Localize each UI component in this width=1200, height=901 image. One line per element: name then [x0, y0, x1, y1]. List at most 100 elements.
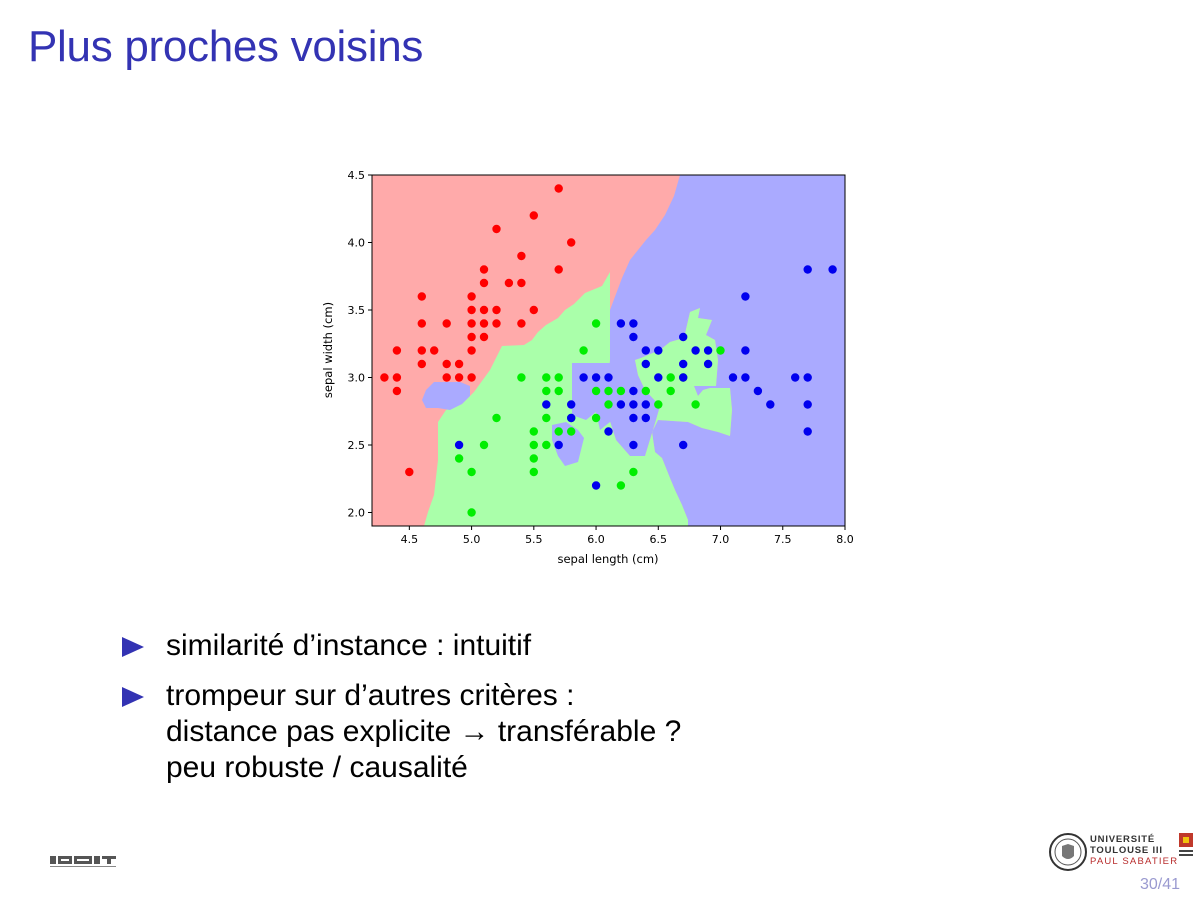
- scatter-point: [479, 440, 489, 450]
- scatter-point: [392, 373, 402, 382]
- scatter-point: [803, 400, 812, 409]
- scatter-point: [591, 413, 601, 423]
- scatter-point: [691, 400, 700, 409]
- bullet-text-continued: distance pas explicite → transférable ?: [166, 715, 682, 748]
- scatter-point: [641, 346, 650, 355]
- scatter-point: [616, 400, 626, 409]
- scatter-point: [654, 400, 663, 409]
- scatter-point: [579, 346, 588, 355]
- x-tick-label: 6.0: [587, 533, 605, 546]
- x-tick-label: 5.5: [525, 533, 543, 546]
- x-tick-label: 8.0: [836, 533, 854, 546]
- scatter-point: [753, 386, 763, 396]
- scatter-point: [517, 373, 526, 382]
- scatter-point: [542, 440, 551, 450]
- scatter-point: [454, 440, 464, 450]
- scatter-point: [517, 278, 526, 288]
- scatter-point: [492, 413, 501, 423]
- x-tick-label: 7.5: [774, 533, 792, 546]
- scatter-point: [641, 413, 650, 423]
- scatter-point: [529, 211, 538, 220]
- scatter-point: [679, 359, 688, 369]
- scatter-point: [430, 346, 439, 355]
- scatter-point: [542, 386, 551, 396]
- scatter-point: [392, 346, 402, 355]
- scatter-point: [492, 305, 501, 315]
- scatter-point: [467, 508, 476, 517]
- decision-boundary-scatter-plot: 4.5 5.0 5.5 6.0 6.5 7.0 7.5 8.0 2.0 2.5 3.0 3.5 4.0…: [321, 169, 854, 566]
- scatter-point: [567, 238, 576, 247]
- scatter-point: [492, 319, 501, 328]
- bullet-text: similarité d’instance : intuitif: [166, 629, 532, 662]
- slide-title: Plus proches voisins: [28, 22, 424, 71]
- scatter-point: [442, 319, 451, 328]
- scatter-point: [467, 373, 476, 382]
- scatter-point: [591, 373, 601, 382]
- scatter-point: [679, 373, 688, 382]
- university-seal-icon: [1049, 833, 1087, 871]
- x-tick-label: 4.5: [401, 533, 419, 546]
- scatter-point: [467, 467, 476, 477]
- scatter-point: [666, 386, 675, 396]
- bullet-item: trompeur sur d’autres critères : distanc…: [120, 678, 681, 786]
- region-blue: [606, 175, 845, 526]
- scatter-point: [591, 481, 601, 490]
- scatter-point: [542, 413, 551, 423]
- scatter-point: [467, 346, 476, 355]
- scatter-point: [791, 373, 800, 382]
- scatter-point: [554, 184, 563, 193]
- scatter-point: [454, 454, 464, 463]
- scatter-point: [479, 265, 489, 274]
- toulouse-crest-icon: [1179, 833, 1193, 856]
- scatter-point: [679, 440, 688, 450]
- scatter-point: [529, 427, 538, 436]
- scatter-point: [591, 386, 601, 396]
- scatter-point: [554, 265, 563, 274]
- scatter-point: [616, 481, 626, 490]
- scatter-point: [554, 373, 563, 382]
- scatter-point: [567, 413, 576, 423]
- y-tick-label: 3.5: [348, 304, 366, 317]
- scatter-point: [542, 400, 551, 409]
- scatter-point: [629, 386, 638, 396]
- scatter-point: [417, 292, 426, 301]
- x-axis-ticks: 4.5 5.0 5.5 6.0 6.5 7.0 7.5 8.0: [401, 526, 854, 546]
- bullet-triangle-icon: [122, 687, 144, 707]
- scatter-point: [554, 427, 563, 436]
- scatter-point: [741, 373, 750, 382]
- x-tick-label: 6.5: [650, 533, 668, 546]
- y-tick-label: 4.5: [348, 169, 366, 182]
- scatter-point: [604, 427, 613, 436]
- scatter-point: [741, 346, 750, 355]
- plot-frame: [371, 174, 846, 527]
- scatter-point: [529, 305, 538, 315]
- scatter-point: [405, 467, 414, 477]
- university-name-line2: TOULOUSE III: [1090, 845, 1163, 856]
- scatter-point: [703, 346, 713, 355]
- scatter-point: [529, 467, 538, 477]
- scatter-point: [454, 373, 464, 382]
- university-name-line3: PAUL SABATIER: [1090, 856, 1179, 867]
- region-blue-pocket-left: [422, 382, 470, 410]
- scatter-point: [479, 305, 489, 315]
- scatter-point: [616, 386, 626, 396]
- scatter-point: [554, 386, 563, 396]
- scatter-point: [442, 373, 451, 382]
- scatter-point: [604, 400, 613, 409]
- x-axis-label: sepal length (cm): [557, 552, 658, 566]
- scatter-point: [467, 305, 476, 315]
- y-axis-ticks: 2.0 2.5 3.0 3.5 4.0 4.5: [348, 169, 372, 520]
- scatter-point: [629, 319, 638, 328]
- universite-toulouse-logo: UNIVERSITÉ TOULOUSE III PAUL SABATIER: [1048, 832, 1194, 872]
- scatter-points: [380, 184, 837, 517]
- university-name-line1: UNIVERSITÉ: [1090, 834, 1156, 845]
- bullet-text: trompeur sur d’autres critères :: [166, 679, 575, 712]
- scatter-point: [517, 319, 526, 328]
- scatter-point: [654, 346, 663, 355]
- y-tick-label: 4.0: [348, 237, 366, 250]
- scatter-point: [567, 427, 576, 436]
- scatter-point: [579, 373, 588, 382]
- scatter-point: [803, 427, 812, 436]
- scatter-point: [591, 319, 601, 328]
- scatter-point: [529, 440, 538, 450]
